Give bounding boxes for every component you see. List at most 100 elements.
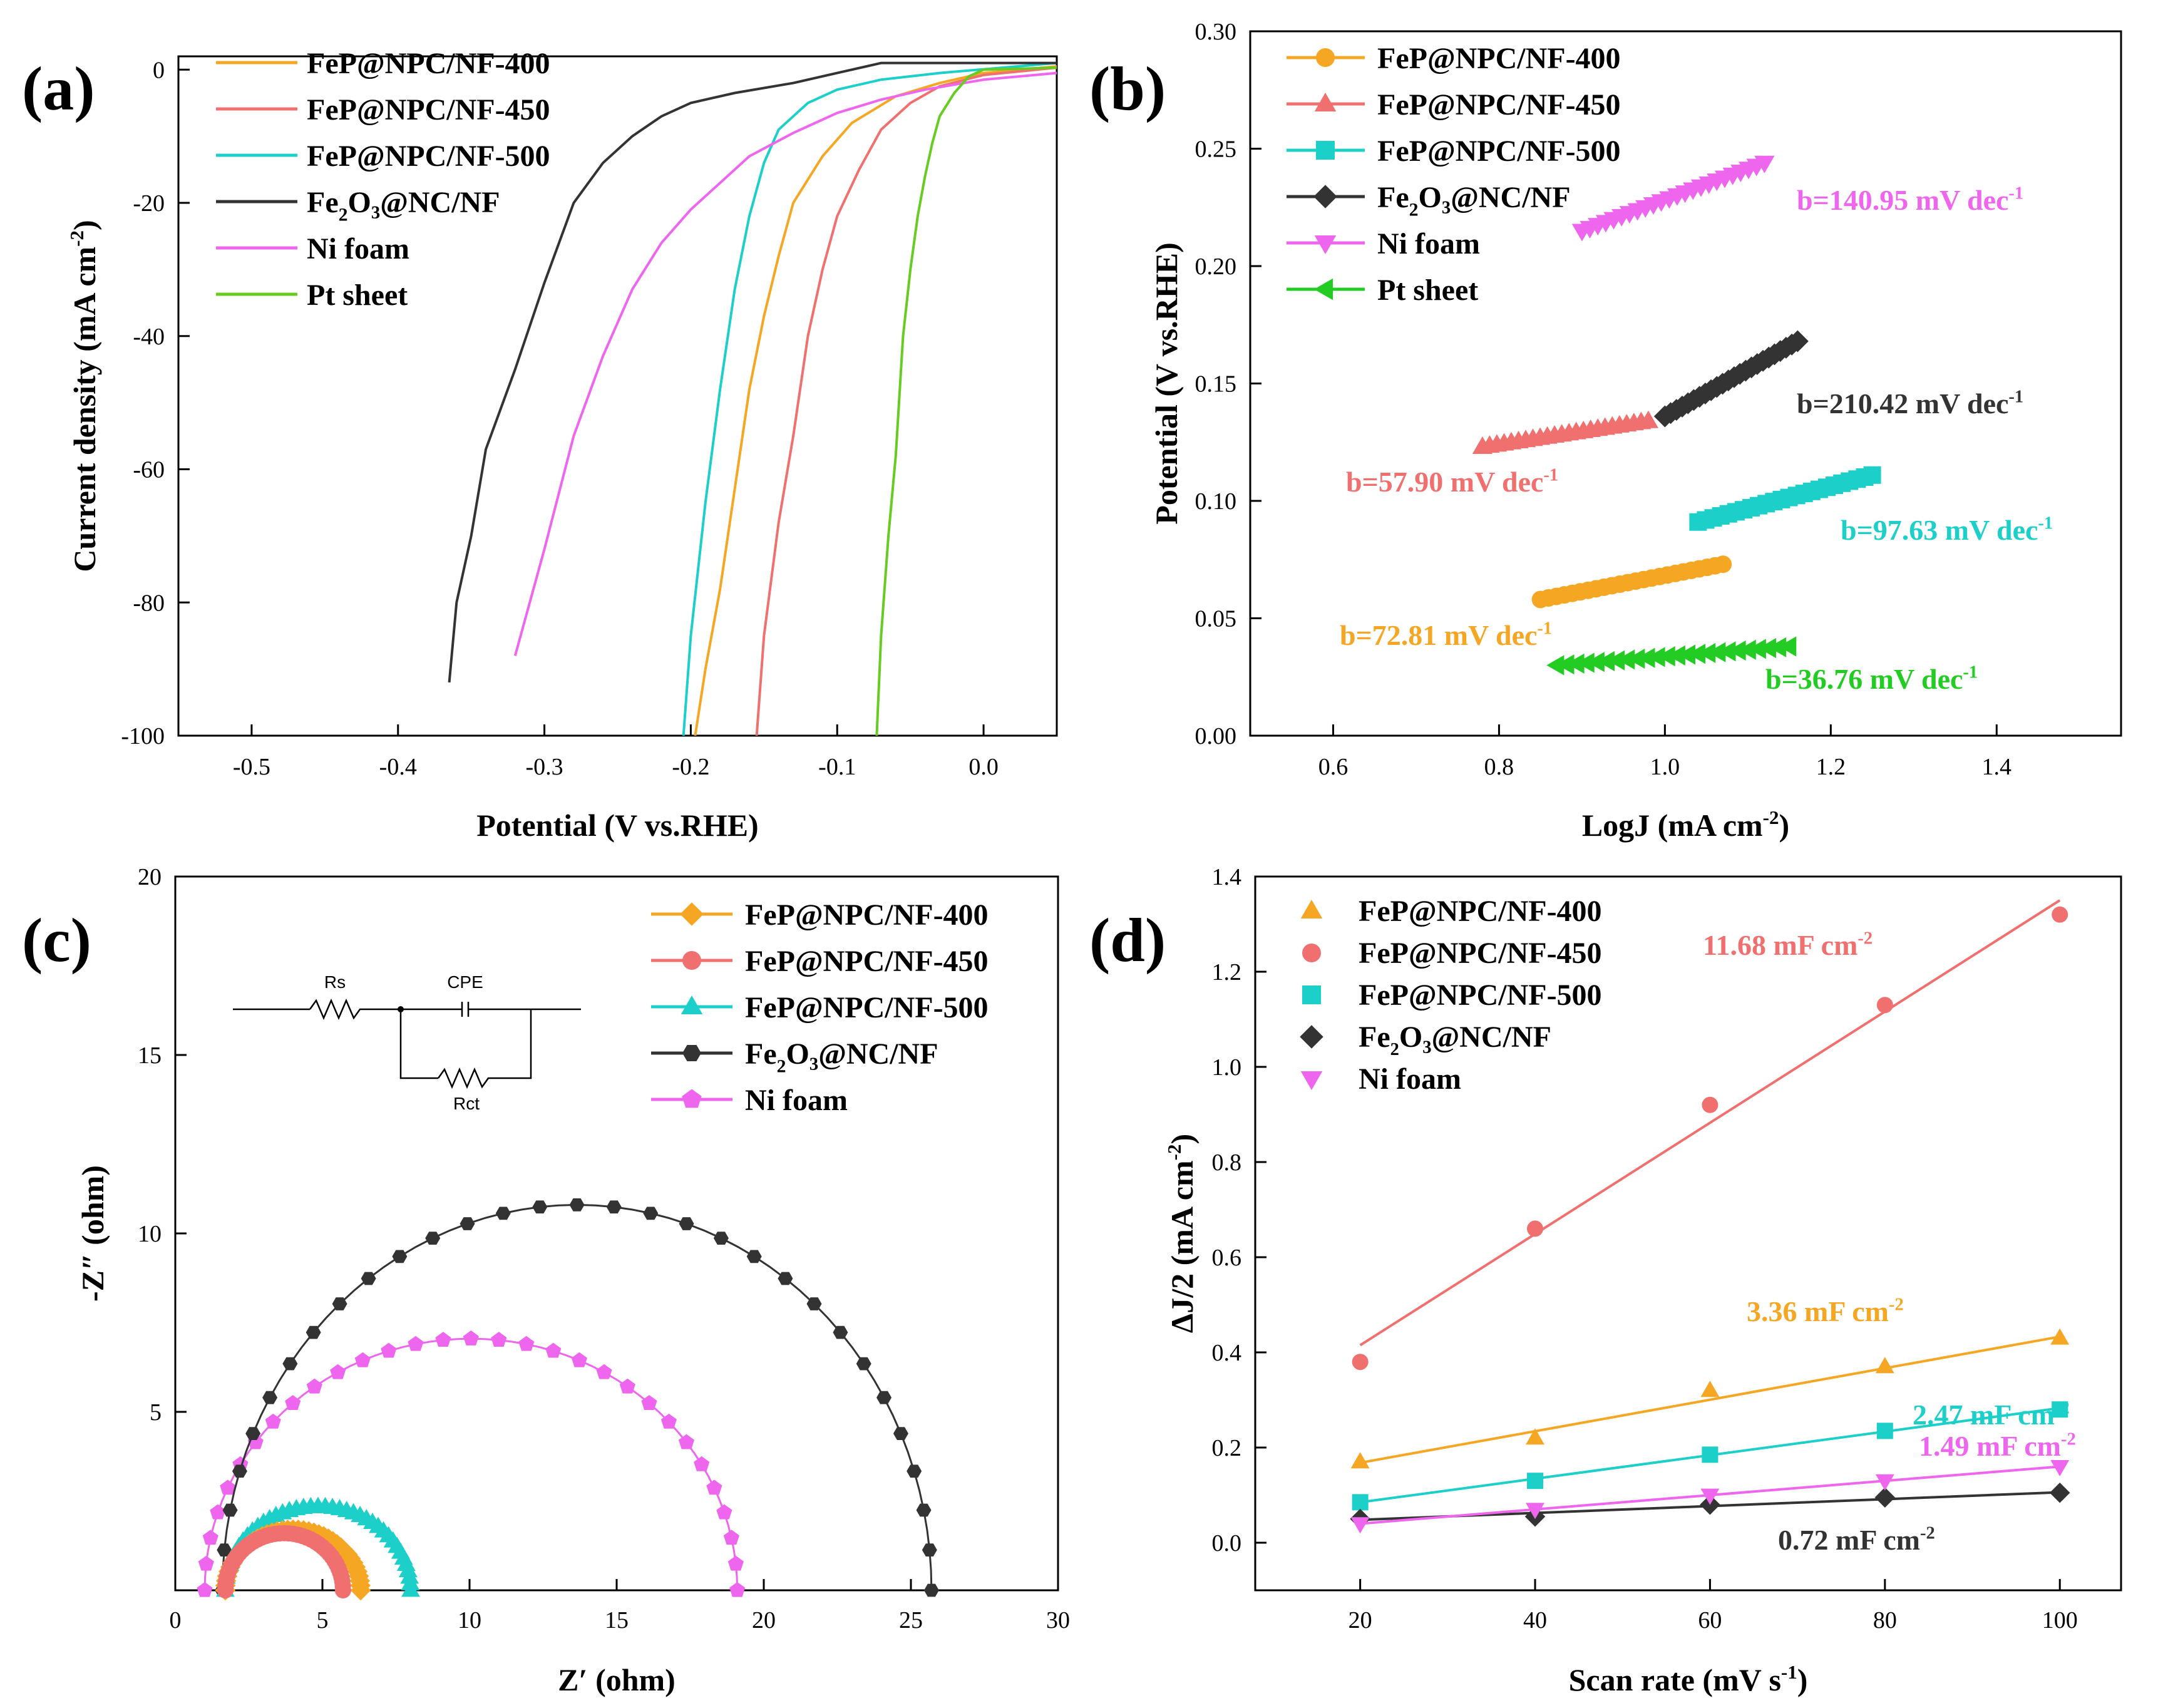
- data-point: [222, 1503, 238, 1517]
- data-point: [1702, 1446, 1719, 1463]
- y-axis-title: Potential (V vs.RHE): [1149, 242, 1184, 524]
- y-tick-label: 1.4: [1212, 864, 1242, 890]
- legend-label: Ni foam: [307, 232, 409, 265]
- data-point: [463, 1330, 479, 1345]
- data-point: [460, 1217, 475, 1230]
- data-point: [1759, 638, 1777, 659]
- data-point: [1688, 644, 1706, 664]
- data-point: [1700, 1488, 1720, 1505]
- equivalent-circuit: Rs CPE Rct: [233, 972, 581, 1113]
- data-point: [1352, 1354, 1369, 1371]
- data-point: [425, 1232, 441, 1245]
- panel-label: (b): [1089, 54, 1166, 123]
- y-tick-label: 0.30: [1195, 19, 1237, 45]
- legend-label: Ni foam: [745, 1084, 848, 1117]
- x-tick-label: 1.0: [1650, 754, 1680, 780]
- x-tick-label: 0.6: [1318, 754, 1349, 780]
- data-point: [1576, 652, 1595, 673]
- y-tick-label: 20: [138, 864, 162, 890]
- y-tick-label: 0.00: [1195, 723, 1237, 749]
- data-point: [198, 1555, 214, 1571]
- data-point: [210, 1504, 226, 1520]
- legend-label: FeP@NPC/NF-400: [1377, 42, 1621, 75]
- data-point: [1527, 1220, 1544, 1237]
- data-point: [518, 1335, 535, 1351]
- data-point: [350, 1580, 371, 1601]
- x-tick-label: 30: [1046, 1607, 1070, 1633]
- fit-line: [1360, 1335, 2060, 1464]
- x-axis-title: Z′ (ohm): [558, 1662, 676, 1697]
- legend-label: FeP@NPC/NF-450: [745, 945, 989, 978]
- data-point: [1566, 653, 1585, 674]
- data-point: [727, 1555, 744, 1571]
- data-point: [1617, 649, 1635, 670]
- legend-label: Fe2O₃@NC/NF: [1377, 181, 1571, 220]
- data-point: [660, 1413, 677, 1429]
- data-point: [907, 1464, 922, 1478]
- data-point: [1714, 555, 1732, 574]
- legend-marker: [1300, 1071, 1323, 1090]
- data-point: [1728, 640, 1746, 661]
- data-point: [2049, 1482, 2070, 1503]
- legend-label: FeP@NPC/NF-450: [307, 93, 550, 126]
- data-point: [2052, 906, 2068, 923]
- x-tick-label: 20: [1349, 1607, 1372, 1633]
- legend-label: FeP@NPC/NF-500: [307, 140, 550, 173]
- legend-label: Ni foam: [1377, 227, 1480, 260]
- data-point: [217, 1543, 232, 1557]
- legend-label: FeP@NPC/NF-450: [1377, 88, 1621, 121]
- data-point: [285, 1395, 301, 1411]
- slope-label: b=97.63 mV dec-1: [1841, 514, 2053, 546]
- data-point: [330, 1364, 346, 1379]
- y-tick-label: 0.10: [1195, 488, 1237, 515]
- data-point: [806, 1297, 822, 1310]
- data-point: [1698, 642, 1716, 664]
- x-tick-label: -0.2: [672, 754, 709, 780]
- data-point: [1667, 645, 1685, 666]
- y-tick-label: 0: [153, 57, 165, 83]
- x-axis-title: LogJ (mA cm-2): [1582, 806, 1789, 843]
- legend-label: Pt sheet: [1377, 274, 1478, 307]
- data-point: [1738, 639, 1756, 660]
- data-point: [332, 1297, 347, 1310]
- data-point: [1874, 1487, 1896, 1508]
- plot-frame: [174, 875, 1059, 1592]
- data-point: [354, 1352, 371, 1367]
- y-tick-label: -20: [133, 190, 165, 217]
- y-tick-label: -40: [133, 324, 165, 350]
- capacitance-label: 2.47 mF cm-2: [1913, 1399, 2070, 1431]
- legend-label: FeP@NPC/NF-400: [745, 898, 989, 932]
- panel-label: (c): [22, 905, 91, 975]
- legend-label: FeP@NPC/NF-400: [307, 47, 550, 80]
- panel-label: (d): [1089, 905, 1166, 975]
- legend-label: Pt sheet: [307, 279, 408, 312]
- data-point: [641, 1395, 657, 1411]
- capacitance-label: 11.68 mF cm-2: [1703, 929, 1873, 961]
- data-point: [1526, 1428, 1544, 1445]
- data-point: [1876, 1422, 1893, 1439]
- y-tick-label: 15: [138, 1042, 162, 1069]
- y-tick-label: 0.2: [1212, 1435, 1242, 1461]
- slope-label: b=210.42 mV dec-1: [1797, 388, 2023, 419]
- capacitance-label: 1.49 mF cm-2: [1919, 1430, 2076, 1462]
- x-tick-label: 25: [899, 1607, 923, 1633]
- y-tick-label: 10: [138, 1221, 162, 1247]
- panel-label: (a): [22, 54, 95, 123]
- data-point: [694, 1456, 710, 1471]
- y-tick-label: -60: [133, 457, 165, 483]
- series-line: [694, 64, 1057, 736]
- data-point: [678, 1434, 695, 1449]
- data-point: [1627, 648, 1645, 669]
- data-point: [2050, 1460, 2070, 1476]
- data-point: [571, 1352, 587, 1367]
- legend-label: FeP@NPC/NF-400: [1359, 895, 1602, 928]
- x-axis-title: Scan rate (mV s-1): [1569, 1661, 1808, 1697]
- x-tick-label: 80: [1873, 1607, 1897, 1633]
- x-tick-label: 10: [458, 1607, 481, 1633]
- data-point: [1700, 1381, 1720, 1397]
- data-point: [1586, 652, 1605, 672]
- data-point: [606, 1200, 622, 1214]
- data-point: [706, 1479, 722, 1495]
- data-point: [569, 1198, 585, 1212]
